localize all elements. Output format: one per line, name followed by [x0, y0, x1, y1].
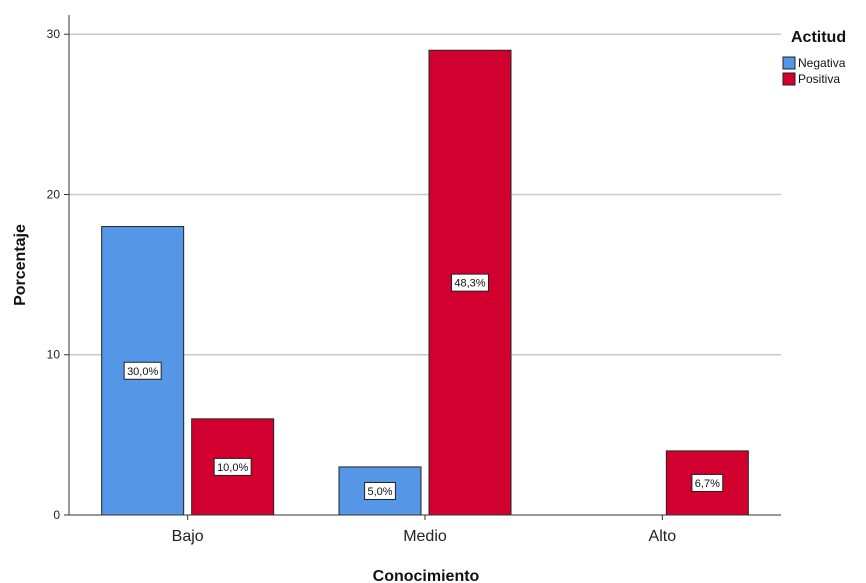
x-tick-label: Medio	[403, 528, 447, 545]
gridlines	[64, 33, 781, 516]
data-label: 48,3%	[454, 278, 485, 290]
y-tick-labels: 0 10 20 30	[47, 27, 61, 522]
legend-label-negativa: Negativa	[798, 56, 846, 70]
bars	[101, 49, 749, 516]
axes	[68, 15, 781, 520]
data-label-box	[691, 473, 724, 492]
data-label-box	[364, 481, 396, 500]
data-label-box	[451, 273, 489, 292]
data-label-box	[123, 361, 162, 380]
data-label: 6,7%	[695, 478, 720, 490]
y-tick-label: 0	[53, 508, 60, 522]
y-tick-label: 10	[47, 348, 61, 362]
x-tick-label: Bajo	[172, 528, 204, 545]
data-label-box	[213, 457, 252, 476]
legend-swatch-negativa	[782, 56, 796, 70]
legend-title: Actitud	[791, 29, 846, 46]
x-tick-labels: Bajo Medio Alto	[172, 528, 677, 545]
y-axis-title: Porcentaje	[12, 224, 29, 306]
legend-swatch-positiva	[782, 72, 796, 86]
legend: Actitud Negativa Positiva	[782, 29, 846, 86]
data-label: 5,0%	[367, 486, 392, 498]
x-tick-label: Alto	[649, 528, 677, 545]
data-label: 10,0%	[217, 462, 248, 474]
legend-label-positiva: Positiva	[798, 72, 840, 86]
data-label: 30,0%	[127, 366, 158, 378]
y-tick-label: 20	[47, 187, 61, 201]
y-tick-label: 30	[47, 27, 61, 41]
x-axis-title: Conocimiento	[373, 568, 480, 583]
data-labels: 30,0% 10,0% 5,0% 48,3% 6,7%	[123, 273, 724, 500]
